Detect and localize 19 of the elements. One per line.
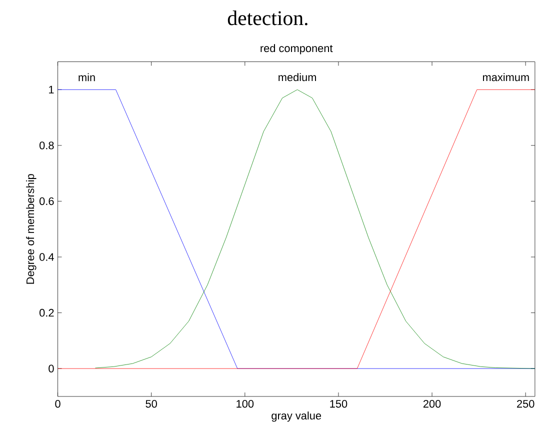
y-axis-title: Degree of membership bbox=[26, 174, 36, 284]
x-tick-label: 100 bbox=[236, 400, 254, 408]
chart-title: red component bbox=[260, 44, 333, 54]
x-axis-title: gray value bbox=[272, 411, 322, 422]
y-tick-label: 0.6 bbox=[40, 197, 54, 205]
x-tick-label: 150 bbox=[330, 400, 348, 408]
text: detection. bbox=[228, 10, 308, 26]
series-label: medium bbox=[278, 72, 316, 81]
x-tick-label: 200 bbox=[423, 400, 441, 408]
series-label: maximum bbox=[483, 72, 529, 81]
y-tick-label: 0.2 bbox=[40, 308, 54, 316]
x-tick-label: 50 bbox=[146, 400, 157, 408]
y-tick-label: 0.4 bbox=[40, 252, 54, 261]
x-tick-label: 0 bbox=[55, 400, 60, 408]
y-tick-label: 1 bbox=[49, 86, 54, 94]
series-label: min bbox=[78, 73, 95, 81]
x-tick-label: 250 bbox=[517, 400, 534, 408]
y-tick-label: 0.8 bbox=[40, 141, 54, 150]
y-tick-label: 0 bbox=[48, 364, 54, 372]
